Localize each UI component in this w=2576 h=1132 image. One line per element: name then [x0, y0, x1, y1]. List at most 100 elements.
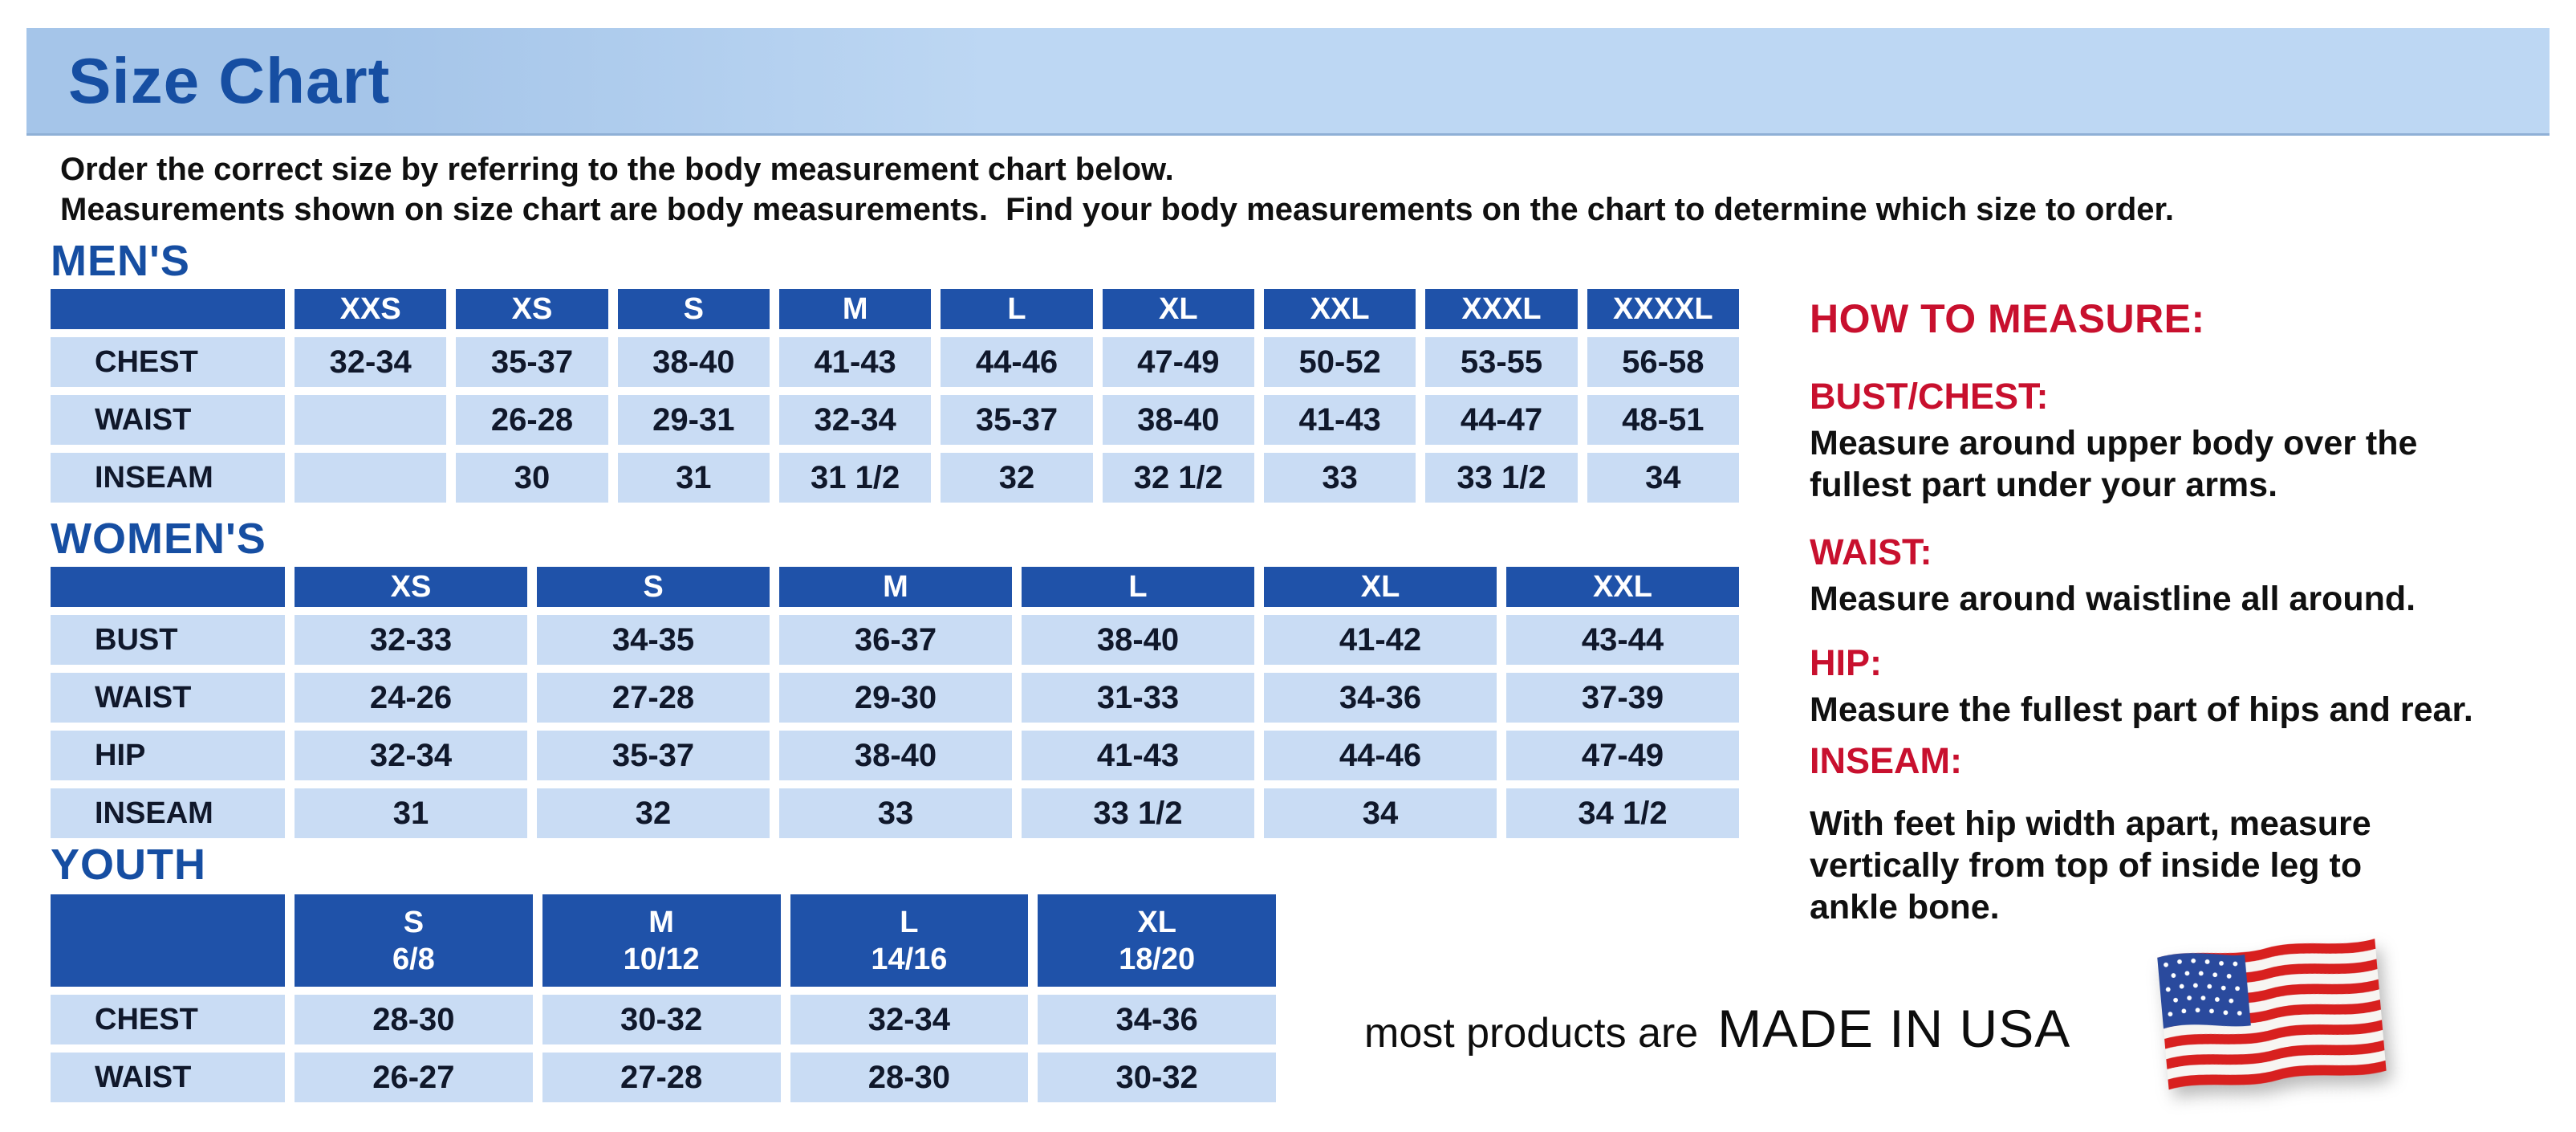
size-value-cell: 38-40 — [1022, 615, 1254, 665]
column-header: S — [537, 567, 770, 607]
how-to-measure-heading: HOW TO MEASURE: — [1810, 296, 2205, 341]
size-value-cell: 27-28 — [537, 673, 770, 723]
size-value-cell: 44-46 — [941, 337, 1093, 387]
size-value-cell: 35-37 — [456, 337, 608, 387]
intro-line-2: Measurements shown on size chart are bod… — [60, 192, 2174, 227]
footer-emphasis: MADE IN USA — [1717, 999, 2071, 1058]
row-label: INSEAM — [51, 453, 285, 503]
size-value-cell: 29-30 — [779, 673, 1012, 723]
size-value-cell: 34-36 — [1038, 995, 1276, 1044]
size-range: 6/8 — [392, 942, 435, 976]
row-label: CHEST — [51, 995, 285, 1044]
column-header: S 6/8 — [295, 894, 533, 987]
size-value-cell: 32-33 — [295, 615, 527, 665]
size-value-cell: 41-43 — [1263, 395, 1416, 445]
column-header: S — [617, 289, 770, 329]
womens-size-table: XS S M L XL XXL BUST 32-33 34-35 36-37 38-40 41-42 4… — [51, 567, 1739, 838]
size-value-cell: 30 — [456, 453, 608, 503]
size-value-cell: 32 1/2 — [1102, 453, 1254, 503]
measure-item-label: WAIST: — [1810, 531, 1932, 572]
size-value-cell: 37-39 — [1506, 673, 1739, 723]
size-value-cell: 44-46 — [1264, 731, 1497, 780]
size-value-cell: 34 — [1264, 788, 1497, 838]
size-value-cell: 26-28 — [456, 395, 608, 445]
size-range: 10/12 — [623, 942, 700, 976]
column-header: XXS — [295, 289, 447, 329]
size-value-cell: 32-34 — [790, 995, 1029, 1044]
size-value-cell: 31 — [295, 788, 527, 838]
youth-heading: YOUTH — [51, 841, 206, 889]
size-value-cell: 24-26 — [295, 673, 527, 723]
measure-item-text: With feet hip width apart, measure verti… — [1810, 804, 2371, 926]
measure-item-bust-chest: BUST/CHEST: Measure around upper body ov… — [1810, 376, 2516, 506]
table-corner-cell — [51, 567, 285, 607]
row-label: WAIST — [51, 673, 285, 723]
size-value-cell: 41-42 — [1264, 615, 1497, 665]
row-label: WAIST — [51, 395, 285, 445]
column-header: XS — [456, 289, 608, 329]
column-header: XXXL — [1425, 289, 1578, 329]
size-value-cell: 28-30 — [790, 1053, 1029, 1102]
size-value-cell: 33 — [779, 788, 1012, 838]
row-label: HIP — [51, 731, 285, 780]
column-header: L 14/16 — [790, 894, 1029, 987]
intro-text: Order the correct size by referring to t… — [60, 149, 2174, 230]
size-value-cell — [295, 395, 447, 445]
size-value-cell: 31 1/2 — [778, 453, 932, 503]
column-header: XS — [295, 567, 527, 607]
womens-heading: WOMEN'S — [51, 515, 266, 563]
size-value-cell: 48-51 — [1587, 395, 1739, 445]
measure-item-waist: WAIST: Measure around waistline all arou… — [1810, 531, 2516, 620]
made-in-usa-line: most products are MADE IN USA — [1364, 998, 2070, 1059]
mens-heading: MEN'S — [51, 237, 190, 285]
measure-item-label: INSEAM: — [1810, 740, 1962, 781]
title-banner: Size Chart — [26, 28, 2550, 136]
measure-item-text: Measure around waistline all around. — [1810, 580, 2416, 618]
row-label: WAIST — [51, 1053, 285, 1102]
size-value-cell: 36-37 — [779, 615, 1012, 665]
column-header: M 10/12 — [542, 894, 781, 987]
footer-prefix: most products are — [1364, 1010, 1699, 1057]
column-header: M — [779, 567, 1012, 607]
intro-line-1: Order the correct size by referring to t… — [60, 152, 1174, 187]
size-value-cell: 43-44 — [1506, 615, 1739, 665]
column-header: L — [1022, 567, 1254, 607]
size-value-cell: 32-34 — [778, 395, 932, 445]
size-value-cell: 41-43 — [1022, 731, 1254, 780]
size-range: 18/20 — [1119, 942, 1196, 976]
column-header: L — [941, 289, 1093, 329]
size-value-cell: 26-27 — [295, 1053, 533, 1102]
size-value-cell: 27-28 — [542, 1053, 781, 1102]
table-corner-cell — [51, 289, 285, 329]
size-label: XL — [1137, 905, 1176, 939]
column-header: XXL — [1506, 567, 1739, 607]
size-value-cell: 31 — [617, 453, 770, 503]
size-value-cell: 56-58 — [1587, 337, 1739, 387]
column-header: XL 18/20 — [1038, 894, 1276, 987]
size-value-cell: 29-31 — [617, 395, 770, 445]
size-value-cell: 50-52 — [1263, 337, 1416, 387]
row-label: CHEST — [51, 337, 285, 387]
size-label: M — [648, 905, 674, 939]
size-value-cell: 32 — [941, 453, 1093, 503]
size-value-cell: 32 — [537, 788, 770, 838]
size-label: S — [403, 905, 425, 939]
column-header: M — [778, 289, 932, 329]
column-header: XXXXL — [1587, 289, 1739, 329]
size-value-cell: 32-34 — [295, 731, 527, 780]
size-value-cell: 31-33 — [1022, 673, 1254, 723]
size-value-cell: 33 1/2 — [1022, 788, 1254, 838]
size-value-cell: 47-49 — [1102, 337, 1254, 387]
row-label: INSEAM — [51, 788, 285, 838]
size-value-cell: 38-40 — [779, 731, 1012, 780]
size-value-cell: 35-37 — [941, 395, 1093, 445]
how-to-measure-section: HOW TO MEASURE: BUST/CHEST: Measure arou… — [1810, 295, 2516, 928]
size-value-cell: 34 1/2 — [1506, 788, 1739, 838]
measure-item-label: HIP: — [1810, 642, 1882, 683]
size-value-cell: 33 1/2 — [1425, 453, 1578, 503]
size-value-cell: 30-32 — [1038, 1053, 1276, 1102]
size-value-cell: 30-32 — [542, 995, 781, 1044]
column-header: XL — [1264, 567, 1497, 607]
mens-size-table: XXS XS S M L XL XXL XXXL XXXXL CHEST 32-34 35-37 38-… — [51, 289, 1739, 503]
